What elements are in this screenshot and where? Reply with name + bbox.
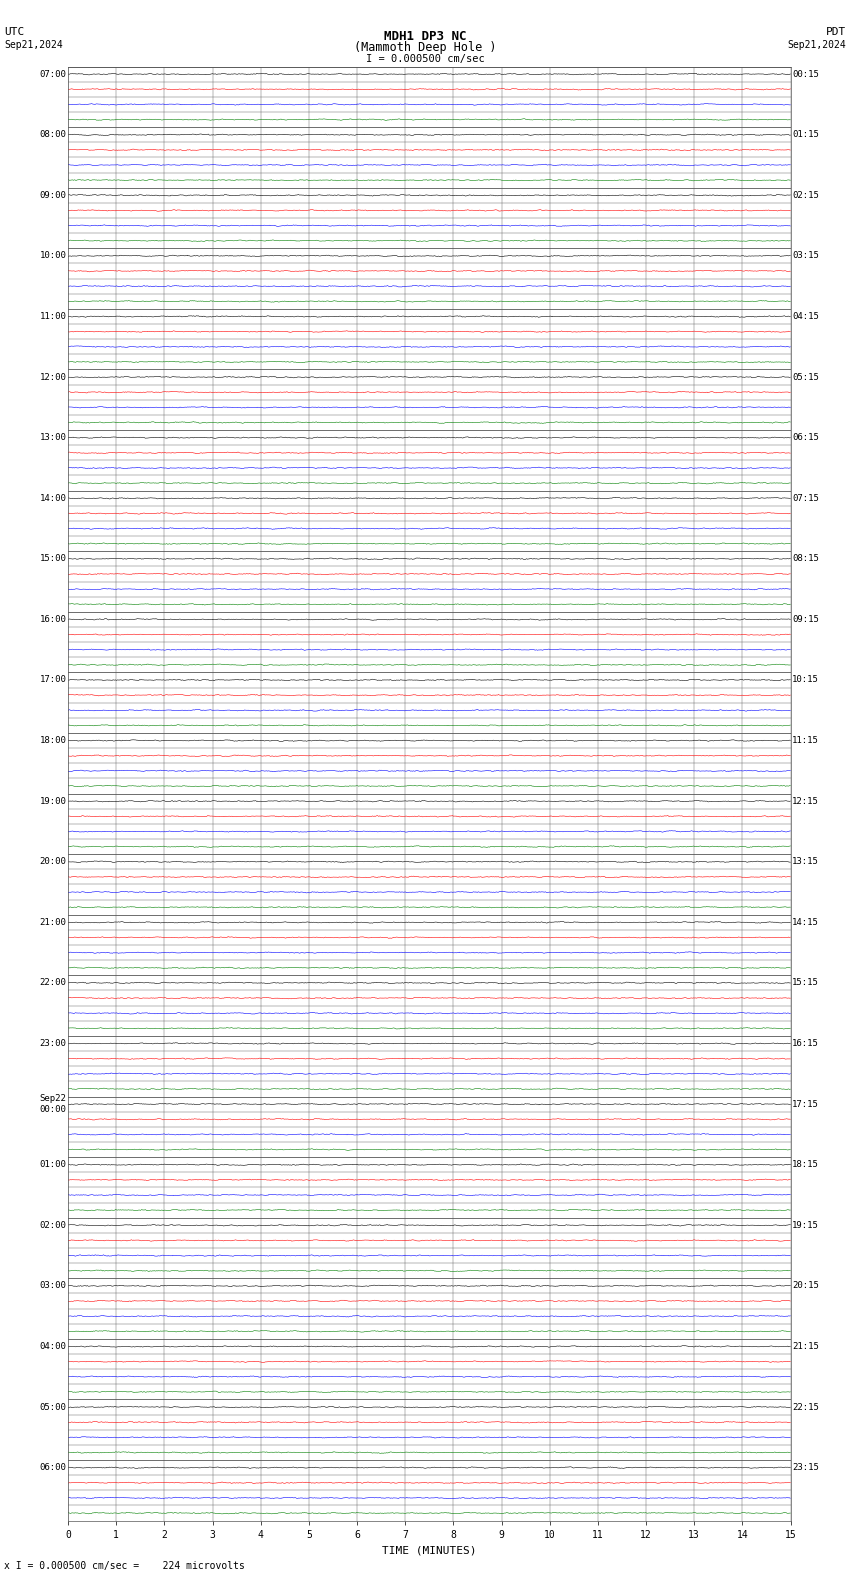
Text: 22:15: 22:15 [792,1402,819,1411]
Text: 10:00: 10:00 [40,252,66,260]
Text: 01:00: 01:00 [40,1159,66,1169]
Text: 00:15: 00:15 [792,70,819,79]
Text: PDT: PDT [825,27,846,36]
Text: 23:00: 23:00 [40,1039,66,1049]
Text: 13:15: 13:15 [792,857,819,866]
Text: x I = 0.000500 cm/sec =    224 microvolts: x I = 0.000500 cm/sec = 224 microvolts [4,1562,245,1571]
Text: 20:15: 20:15 [792,1281,819,1291]
Text: 19:15: 19:15 [792,1221,819,1229]
Text: 12:00: 12:00 [40,372,66,382]
Text: 08:15: 08:15 [792,554,819,564]
Text: 21:00: 21:00 [40,917,66,927]
Text: 03:00: 03:00 [40,1281,66,1291]
Text: 08:00: 08:00 [40,130,66,139]
Text: 16:15: 16:15 [792,1039,819,1049]
Text: 14:00: 14:00 [40,494,66,502]
Text: I = 0.000500 cm/sec: I = 0.000500 cm/sec [366,54,484,63]
Text: 05:00: 05:00 [40,1402,66,1411]
Text: 04:15: 04:15 [792,312,819,322]
Text: 10:15: 10:15 [792,675,819,684]
Text: 21:15: 21:15 [792,1342,819,1351]
Text: 03:15: 03:15 [792,252,819,260]
Text: 06:15: 06:15 [792,432,819,442]
Text: 05:15: 05:15 [792,372,819,382]
Text: 17:15: 17:15 [792,1099,819,1109]
Text: 11:15: 11:15 [792,737,819,744]
Text: 09:15: 09:15 [792,615,819,624]
Text: 02:00: 02:00 [40,1221,66,1229]
Text: 02:15: 02:15 [792,190,819,200]
Text: 15:15: 15:15 [792,979,819,987]
Text: 15:00: 15:00 [40,554,66,564]
Text: 18:00: 18:00 [40,737,66,744]
Text: 23:15: 23:15 [792,1464,819,1472]
Text: 13:00: 13:00 [40,432,66,442]
Text: UTC: UTC [4,27,25,36]
Text: 06:00: 06:00 [40,1464,66,1472]
Text: Sep21,2024: Sep21,2024 [4,40,63,49]
Text: 18:15: 18:15 [792,1159,819,1169]
Text: MDH1 DP3 NC: MDH1 DP3 NC [383,30,467,43]
Text: 09:00: 09:00 [40,190,66,200]
Text: 04:00: 04:00 [40,1342,66,1351]
Text: 07:15: 07:15 [792,494,819,502]
Text: Sep22
00:00: Sep22 00:00 [40,1095,66,1114]
Text: 01:15: 01:15 [792,130,819,139]
Text: 22:00: 22:00 [40,979,66,987]
Text: 19:00: 19:00 [40,797,66,806]
Text: 11:00: 11:00 [40,312,66,322]
X-axis label: TIME (MINUTES): TIME (MINUTES) [382,1546,477,1555]
Text: 12:15: 12:15 [792,797,819,806]
Text: 07:00: 07:00 [40,70,66,79]
Text: 20:00: 20:00 [40,857,66,866]
Text: Sep21,2024: Sep21,2024 [787,40,846,49]
Text: 14:15: 14:15 [792,917,819,927]
Text: 16:00: 16:00 [40,615,66,624]
Text: 17:00: 17:00 [40,675,66,684]
Text: (Mammoth Deep Hole ): (Mammoth Deep Hole ) [354,41,496,54]
